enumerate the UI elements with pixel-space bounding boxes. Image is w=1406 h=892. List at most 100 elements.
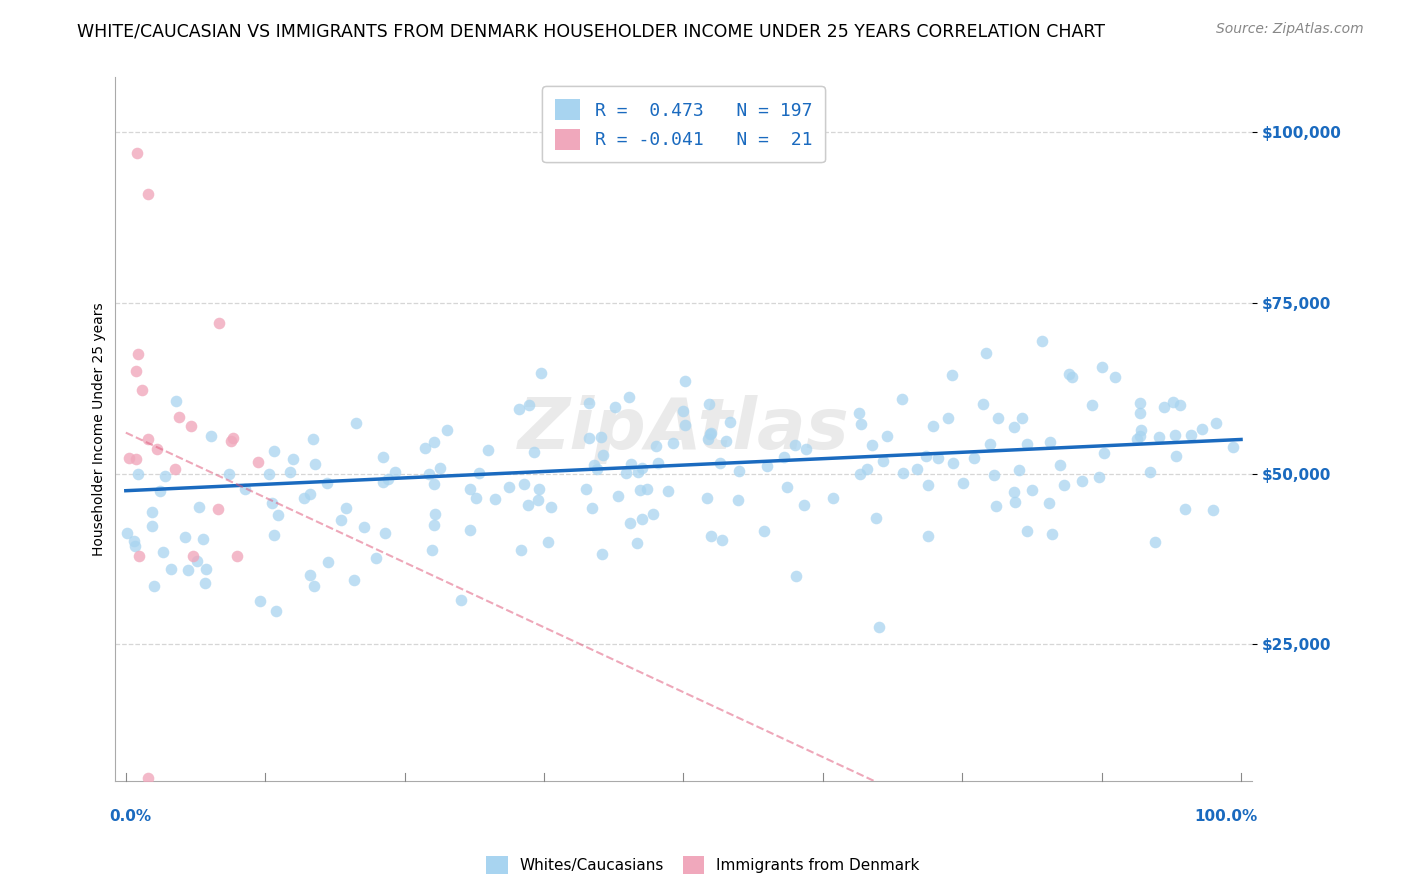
Point	[191, 532, 214, 546]
Point	[645, 439, 668, 453]
Point	[530, 366, 553, 380]
Point	[1038, 495, 1060, 509]
Point	[876, 429, 898, 443]
Point	[125, 451, 148, 466]
Point	[117, 526, 139, 541]
Point	[849, 417, 872, 432]
Point	[181, 549, 204, 563]
Point	[1015, 437, 1038, 451]
Point	[257, 467, 280, 481]
Point	[527, 493, 550, 508]
Point	[329, 513, 352, 527]
Point	[517, 398, 540, 412]
Point	[942, 457, 965, 471]
Point	[200, 429, 222, 443]
Point	[163, 462, 186, 476]
Point	[1060, 370, 1083, 384]
Point	[647, 456, 669, 470]
Point	[700, 425, 723, 440]
Point	[1164, 427, 1187, 442]
Point	[167, 409, 190, 424]
Point	[917, 528, 939, 542]
Point	[849, 467, 872, 481]
Point	[281, 451, 304, 466]
Point	[316, 476, 339, 491]
Point	[963, 450, 986, 465]
Point	[699, 529, 721, 543]
Point	[793, 498, 815, 512]
Point	[983, 468, 1005, 483]
Point	[591, 430, 613, 444]
Point	[631, 512, 654, 526]
Point	[131, 383, 153, 397]
Point	[1143, 535, 1166, 549]
Point	[1002, 484, 1025, 499]
Point	[118, 451, 141, 466]
Point	[891, 466, 914, 480]
Point	[267, 508, 290, 522]
Point	[696, 491, 718, 505]
Point	[537, 535, 560, 549]
Point	[413, 441, 436, 455]
Point	[160, 562, 183, 576]
Point	[155, 469, 177, 483]
Point	[952, 475, 974, 490]
Point	[1147, 430, 1170, 444]
Point	[149, 483, 172, 498]
Point	[755, 459, 778, 474]
Point	[591, 547, 613, 561]
Point	[1092, 446, 1115, 460]
Point	[194, 575, 217, 590]
Point	[458, 523, 481, 537]
Point	[263, 444, 285, 458]
Point	[436, 423, 458, 437]
Point	[510, 543, 533, 558]
Point	[626, 536, 648, 550]
Text: Source: ZipAtlas.com: Source: ZipAtlas.com	[1216, 22, 1364, 37]
Point	[141, 505, 163, 519]
Point	[711, 533, 734, 547]
Point	[377, 473, 399, 487]
Y-axis label: Householder Income Under 25 years: Householder Income Under 25 years	[93, 302, 107, 556]
Text: WHITE/CAUCASIAN VS IMMIGRANTS FROM DENMARK HOUSEHOLDER INCOME UNDER 25 YEARS COR: WHITE/CAUCASIAN VS IMMIGRANTS FROM DENMA…	[77, 22, 1105, 40]
Point	[517, 498, 540, 512]
Point	[1007, 463, 1029, 477]
Text: 0.0%: 0.0%	[110, 809, 150, 824]
Point	[278, 465, 301, 479]
Point	[927, 451, 949, 466]
Point	[1129, 429, 1152, 443]
Text: ZipAtlas: ZipAtlas	[517, 395, 849, 464]
Point	[979, 436, 1001, 450]
Point	[294, 491, 316, 505]
Point	[586, 462, 609, 476]
Point	[186, 553, 208, 567]
Point	[429, 461, 451, 475]
Point	[794, 442, 817, 456]
Point	[125, 364, 148, 378]
Point	[856, 462, 879, 476]
Point	[207, 502, 229, 516]
Point	[987, 410, 1010, 425]
Point	[709, 456, 731, 470]
Point	[450, 593, 472, 607]
Point	[146, 442, 169, 457]
Point	[1002, 420, 1025, 434]
Point	[727, 493, 749, 508]
Point	[246, 455, 269, 469]
Point	[637, 482, 659, 496]
Point	[578, 395, 600, 409]
Point	[581, 501, 603, 516]
Text: 100.0%: 100.0%	[1195, 809, 1258, 824]
Point	[1057, 368, 1080, 382]
Point	[513, 477, 536, 491]
Point	[298, 487, 321, 501]
Point	[304, 579, 326, 593]
Point	[1161, 395, 1184, 409]
Point	[127, 347, 149, 361]
Point	[1205, 416, 1227, 430]
Point	[1139, 465, 1161, 479]
Point	[1039, 435, 1062, 450]
Point	[1125, 432, 1147, 446]
Point	[249, 593, 271, 607]
Point	[628, 483, 651, 498]
